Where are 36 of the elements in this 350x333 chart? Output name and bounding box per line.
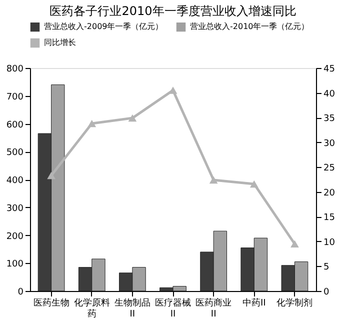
x-tick-label: 生物制品II	[114, 298, 150, 320]
point	[290, 240, 299, 248]
y-tick-label: 700	[6, 92, 24, 102]
point	[88, 120, 96, 128]
y-tick-label: 400	[6, 176, 24, 186]
y-tick-label: 500	[6, 148, 24, 158]
x-tick-label: 化学原料药	[74, 298, 110, 320]
y-tick-label: 200	[6, 232, 24, 242]
point	[128, 114, 137, 122]
point	[250, 180, 258, 188]
point	[209, 176, 218, 184]
x-tick-label: 医疗器械II	[155, 298, 191, 320]
x-tick-label: 医药商业II	[196, 298, 232, 320]
y2-tick-label: 20	[324, 188, 336, 198]
y-tick-label: 100	[6, 260, 24, 270]
legend-label: 同比增长	[44, 38, 76, 47]
x-tick-label: 化学制剂	[276, 298, 313, 308]
point	[47, 172, 56, 180]
x-tick-label: 医药生物	[33, 298, 70, 308]
y2-tick-label: 0	[324, 288, 330, 298]
y2-tick-label: 5	[324, 262, 330, 273]
y2-tick-label: 35	[324, 114, 335, 124]
y-tick-label: 0	[18, 288, 24, 298]
y2-tick-label: 40	[324, 89, 336, 100]
y2-tick-label: 25	[324, 164, 335, 174]
y2-tick-label: 10	[324, 238, 336, 248]
legend-label: 营业总收入-2009年一季（亿元）	[44, 22, 164, 32]
y-tick-label: 800	[6, 64, 24, 74]
y-tick-label: 600	[6, 120, 24, 130]
y2-tick-label: 45	[324, 64, 335, 74]
chart-title: 医药各子行业2010年一季度营业收入增速同比	[50, 4, 296, 18]
y2-tick-label: 15	[324, 213, 335, 224]
x-tick-label: 中药II	[242, 298, 266, 308]
y-tick-label: 300	[6, 204, 24, 214]
y2-tick-label: 30	[324, 138, 336, 149]
legend-label: 营业总收入-2010年一季（亿元）	[190, 22, 310, 32]
